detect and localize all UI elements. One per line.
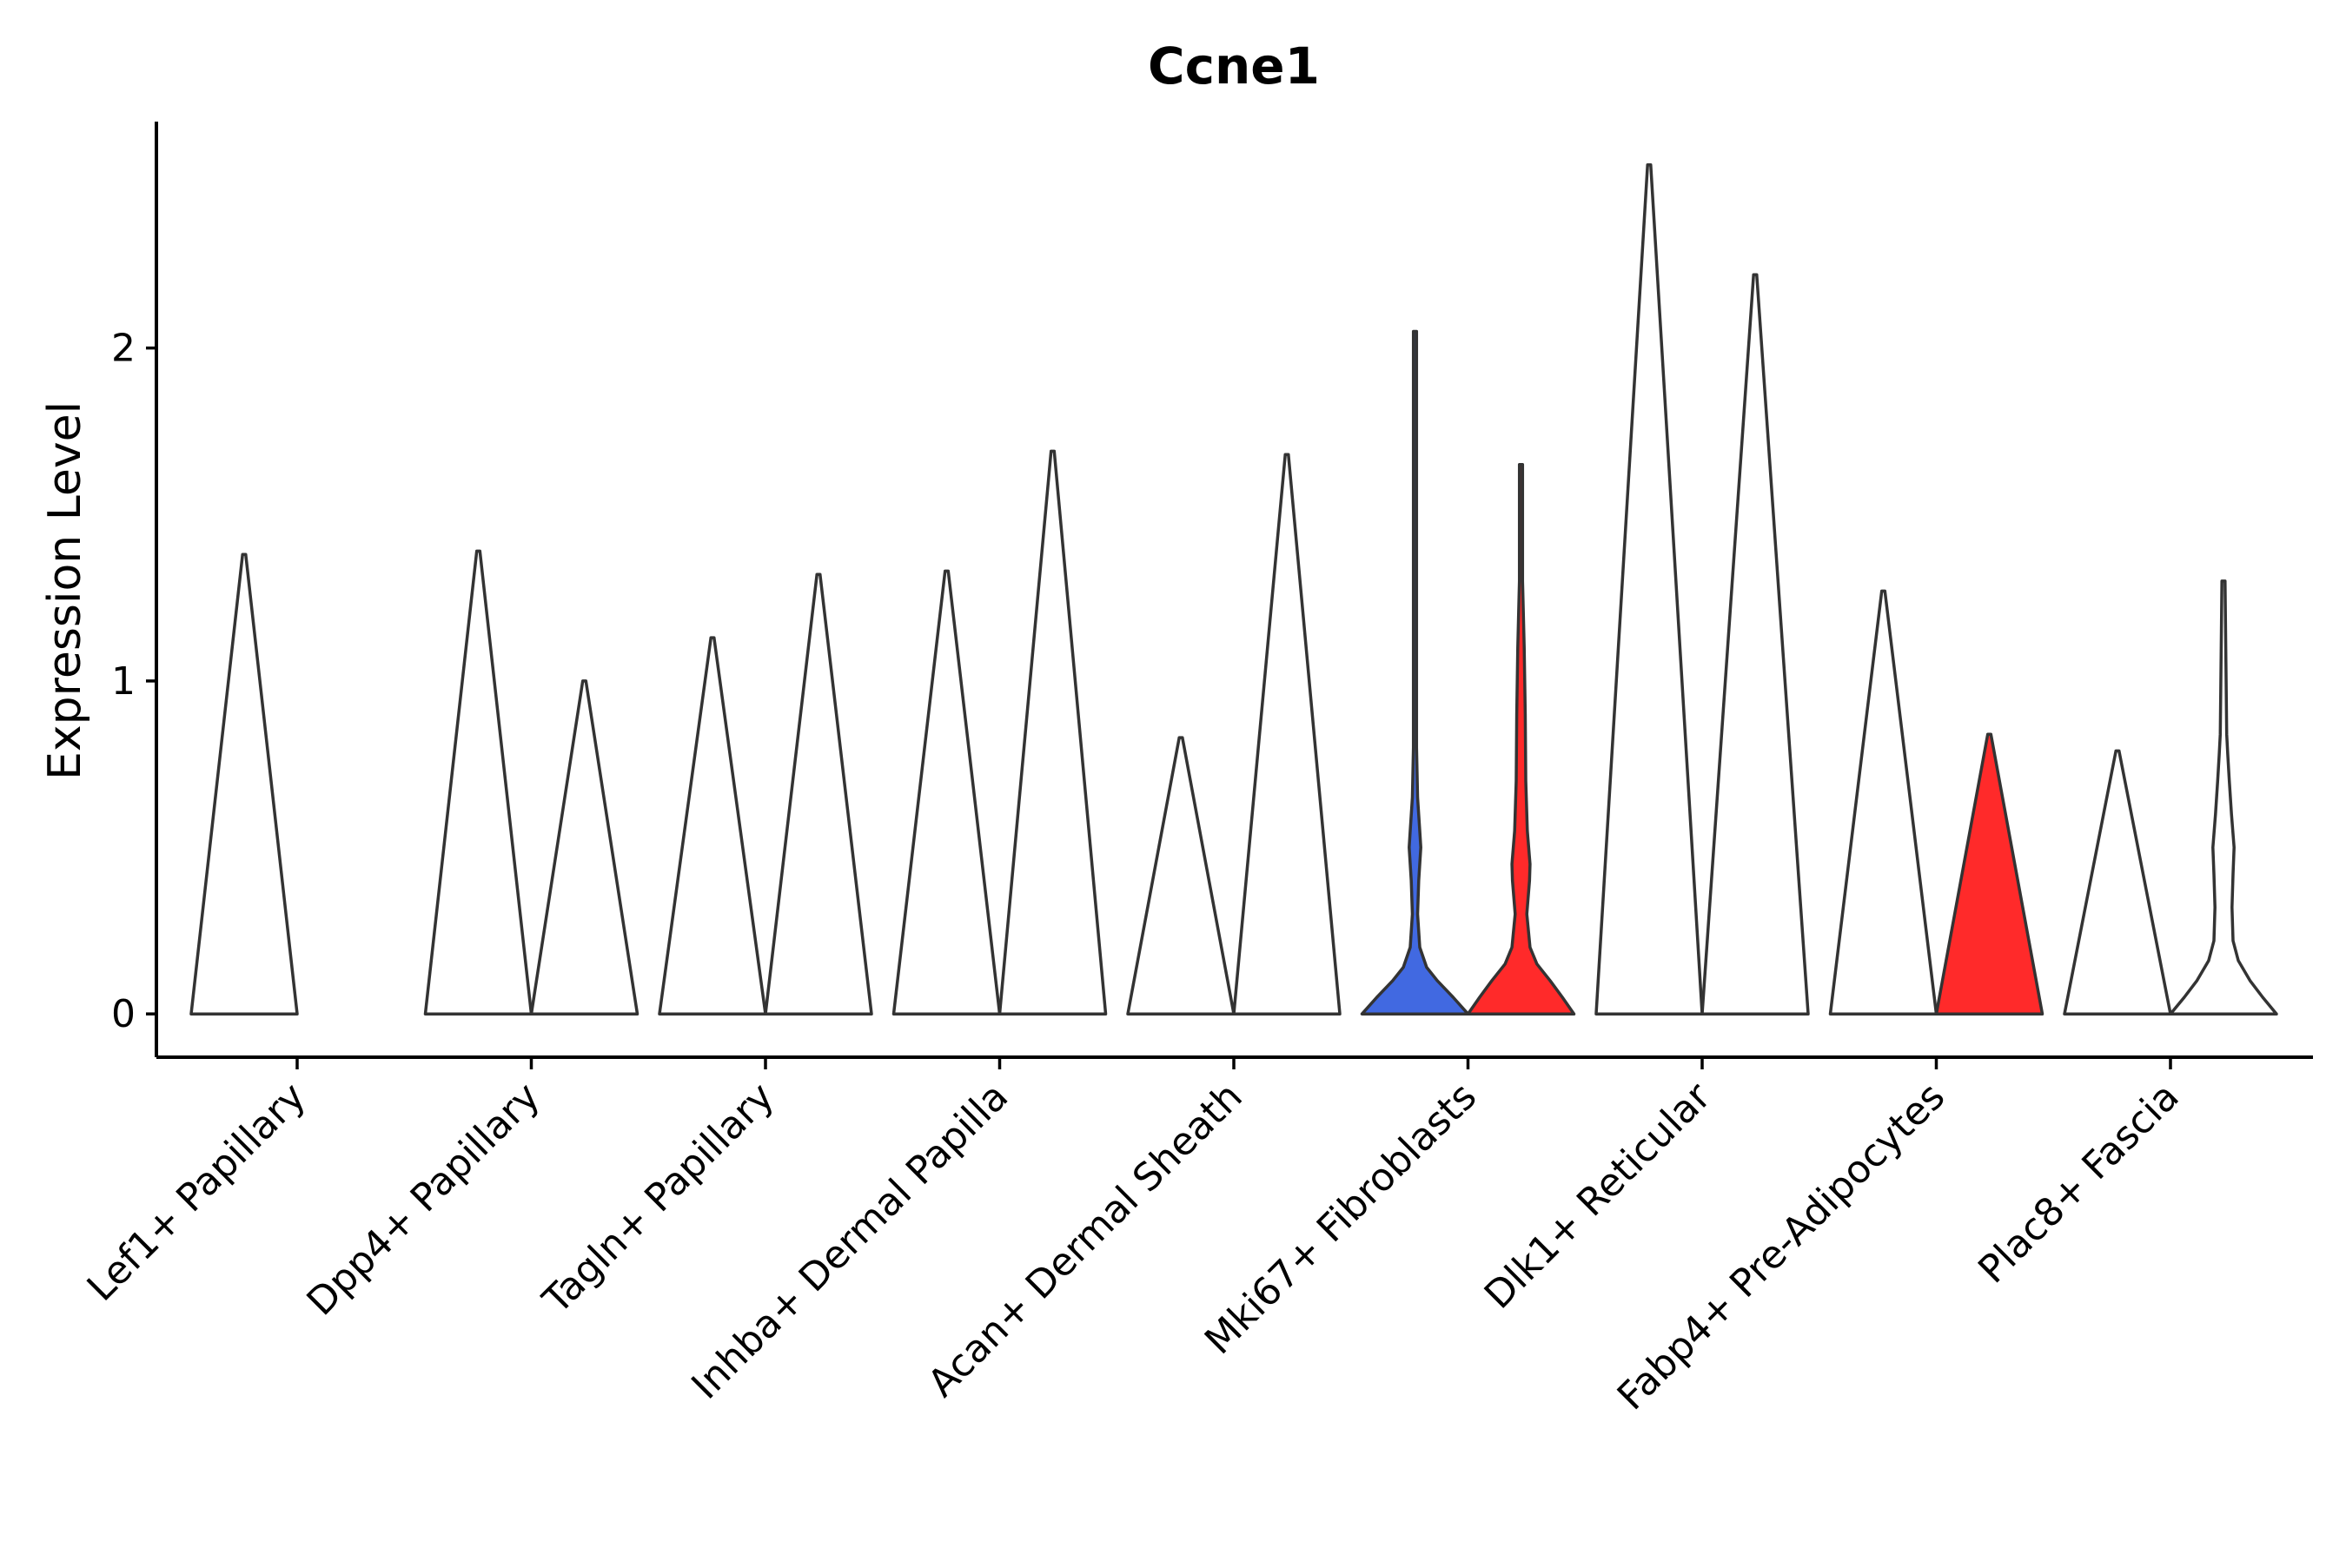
violin-4-group_a	[891, 569, 1002, 1016]
y-tick-label: 2	[111, 327, 136, 371]
y-axis-label: Expression Level	[39, 401, 91, 780]
chart-title: Ccne1	[1148, 36, 1320, 96]
x-tick-label: Dpp4+ Papillary	[299, 1075, 549, 1325]
y-tick-label: 0	[111, 992, 136, 1036]
x-tick-label: Mki67+ Fibroblasts	[1196, 1075, 1485, 1363]
violin-6-group_b	[1466, 463, 1576, 1016]
violin-2-group_b	[529, 679, 640, 1016]
violin-3-group_b	[764, 572, 873, 1016]
violin-layer	[189, 163, 2278, 1016]
violin-9-group_a	[2063, 749, 2172, 1016]
violin-7-group_b	[1700, 273, 1810, 1016]
violin-6-group_a	[1360, 329, 1470, 1016]
violin-2-group_a	[423, 549, 533, 1016]
violin-5-group_b	[1232, 453, 1342, 1016]
violin-5-group_a	[1126, 736, 1236, 1016]
y-tick-label: 1	[111, 659, 136, 704]
violin-8-group_b	[1934, 732, 2044, 1016]
x-tick-label: Dlk1+ Reticular	[1476, 1074, 1720, 1318]
violin-8-group_a	[1828, 589, 1938, 1016]
violin-9-group_b	[2169, 579, 2278, 1016]
x-tick-label: Lef1+ Papillary	[79, 1075, 315, 1310]
x-tick-label: Plac8+ Fascia	[1970, 1075, 2188, 1293]
violin-1-group_a	[189, 552, 299, 1016]
x-tick-label: Tagln+ Papillary	[534, 1075, 783, 1323]
violin-4-group_b	[997, 449, 1108, 1016]
violin-3-group_a	[658, 636, 767, 1016]
violin-7-group_a	[1594, 163, 1704, 1016]
